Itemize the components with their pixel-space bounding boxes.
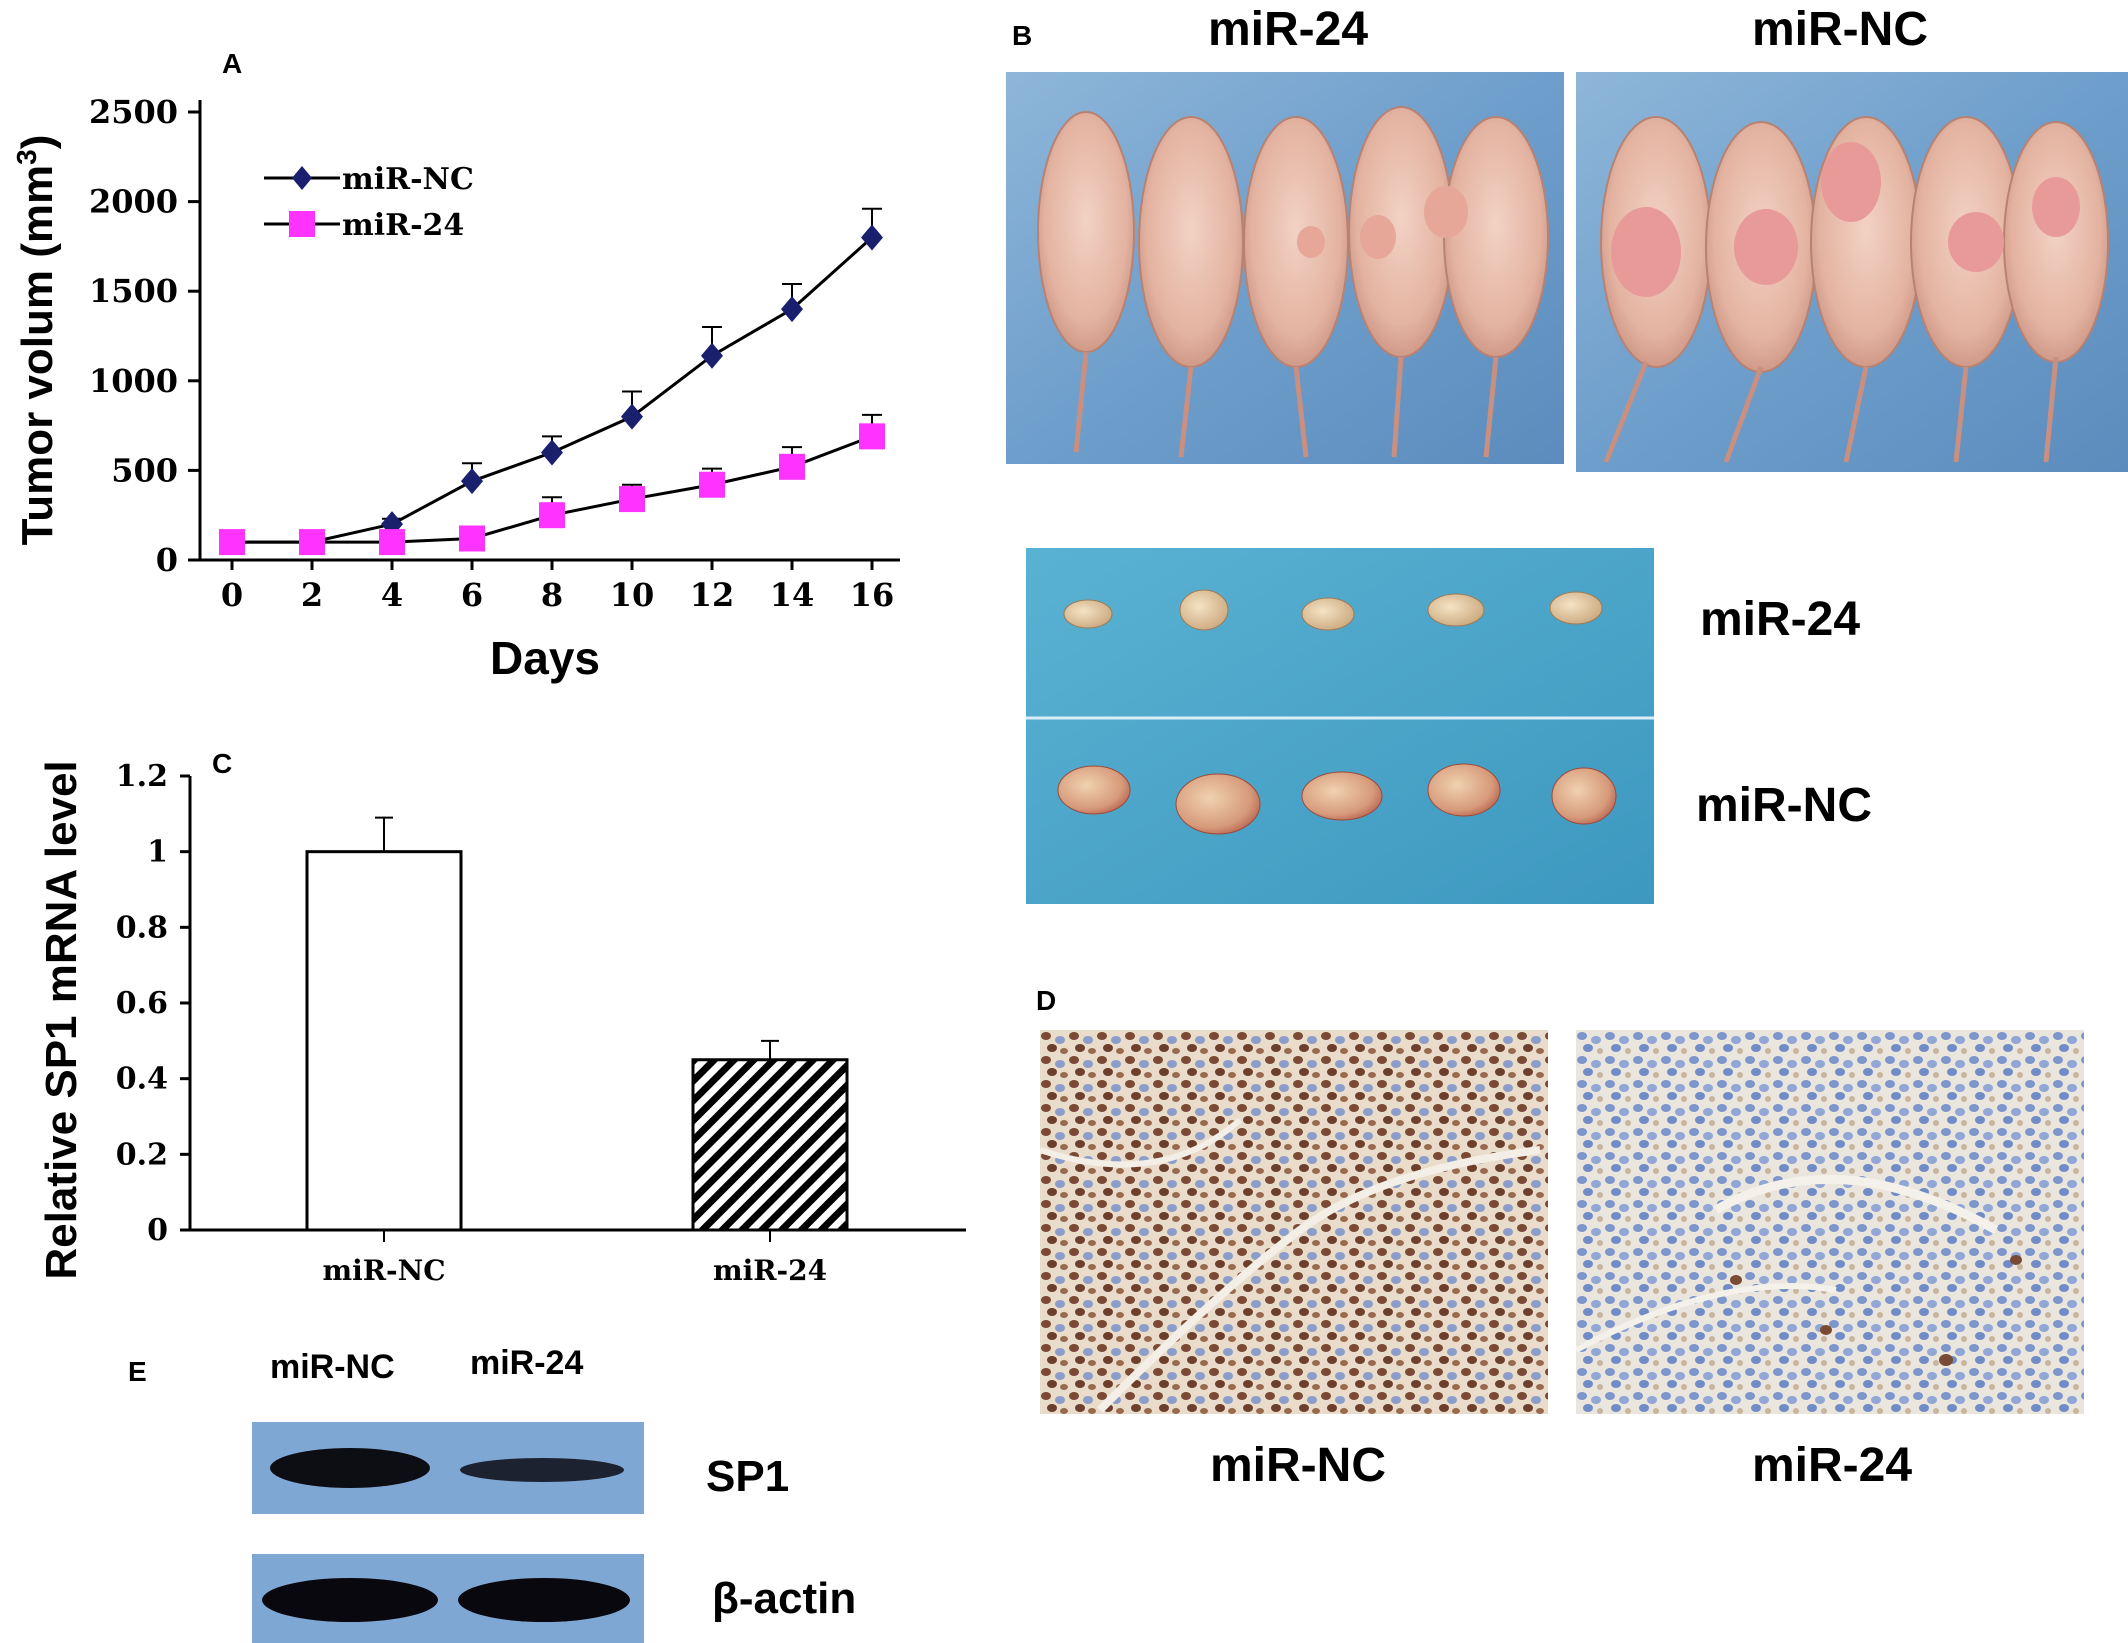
y-tick-label: 0.8 — [116, 910, 168, 945]
excised-tumors-photo — [1026, 548, 1654, 904]
y-tick-label: 0.6 — [116, 986, 168, 1021]
panel-letter-e: E — [128, 1356, 147, 1387]
x-tick-label: 14 — [770, 576, 815, 614]
x-tick-label: 2 — [301, 576, 323, 614]
y-axis-label: Relative SP1 mRNA level — [37, 760, 86, 1279]
mice-left-label: miR-24 — [1208, 3, 1369, 56]
panel-letter-a: A — [222, 48, 243, 79]
bar-miR-24 — [691, 1058, 849, 1232]
y-tick-label: 1500 — [89, 272, 178, 310]
y-tick-label: 0.2 — [116, 1137, 168, 1172]
y-tick-label: 500 — [111, 451, 178, 489]
ihc-left-label: miR-NC — [1210, 1439, 1386, 1492]
mice-photo-mirnc — [1576, 72, 2128, 472]
y-tick-label: 1 — [147, 835, 168, 870]
y-tick-label: 0 — [147, 1213, 168, 1248]
x-tick-label: 4 — [381, 576, 403, 614]
y-tick-label: 1000 — [89, 362, 178, 400]
data-point-miR-NC — [781, 296, 803, 323]
data-point-miR-24 — [379, 529, 405, 556]
ihc-right-label: miR-24 — [1752, 1439, 1913, 1492]
ihc-image-mir24 — [1576, 1030, 2084, 1414]
panel-letter-d: D — [1036, 985, 1057, 1016]
bar-miR-NC — [305, 850, 463, 1232]
y-tick-label: 2500 — [89, 93, 178, 131]
data-point-miR-24 — [779, 453, 805, 480]
mice-right-label: miR-NC — [1752, 3, 1928, 56]
y-tick-label: 1.2 — [116, 759, 168, 794]
blot-lane1-label: miR-NC — [270, 1348, 395, 1386]
x-tick-label: 12 — [690, 576, 735, 614]
x-tick-label: 6 — [461, 576, 483, 614]
data-point-miR-24 — [459, 525, 485, 552]
mouse-figure — [1037, 106, 1549, 368]
data-point-miR-NC — [541, 439, 563, 466]
tumor-row-mirnc — [1057, 763, 1617, 835]
legend-marker — [292, 166, 312, 190]
western-blot-actin — [252, 1554, 644, 1643]
panel-letter-b: B — [1012, 20, 1033, 51]
sp1-mrna-bar-chart: 0 0.2 0.4 0.6 0.8 1 1.2 miR-NC miR-24 Relative SP… — [37, 759, 966, 1287]
tumor-row1-label: miR-24 — [1700, 593, 1861, 646]
western-blot-sp1 — [252, 1422, 644, 1514]
data-point-miR-NC — [381, 511, 403, 538]
y-tick-label: 0.4 — [116, 1062, 168, 1097]
data-point-miR-24 — [299, 529, 325, 556]
blot-lane2-label: miR-24 — [470, 1344, 584, 1382]
tumor-row-mir24 — [1063, 589, 1603, 631]
legend-label: miR-24 — [342, 208, 464, 243]
ihc-image-mirnc — [1040, 1030, 1548, 1414]
blot-band1-label: SP1 — [706, 1452, 790, 1501]
data-point-miR-24 — [619, 486, 645, 513]
tumor-volume-line-chart: 0 500 1000 1500 2000 2500 0 2 4 6 8 10 12 14 16 Days Tum… — [11, 93, 900, 684]
legend-label: miR-NC — [342, 162, 474, 197]
blot-band2-label: β-actin — [712, 1574, 857, 1623]
x-tick-label: miR-NC — [322, 1254, 445, 1287]
data-point-miR-24 — [539, 502, 565, 529]
data-point-miR-24 — [859, 423, 885, 450]
data-point-miR-24 — [219, 529, 245, 556]
x-tick-label: 8 — [541, 576, 563, 614]
x-tick-label: miR-24 — [713, 1254, 827, 1287]
x-tick-label: 0 — [221, 576, 243, 614]
data-point-miR-NC — [701, 342, 723, 369]
y-tick-label: 2000 — [89, 183, 178, 221]
y-tick-label: 0 — [156, 541, 178, 579]
x-tick-label: 10 — [610, 576, 655, 614]
mice-photo-mir24 — [1006, 72, 1564, 464]
x-axis-label: Days — [490, 632, 600, 684]
tumor-row2-label: miR-NC — [1696, 779, 1872, 832]
y-axis-label: Tumor volum (mm3) — [11, 135, 62, 546]
data-point-miR-NC — [461, 468, 483, 495]
data-point-miR-NC — [861, 224, 883, 251]
legend-marker — [289, 211, 315, 237]
x-tick-label: 16 — [850, 576, 895, 614]
panel-letter-c: C — [212, 748, 233, 779]
data-point-miR-24 — [699, 471, 725, 498]
data-point-miR-NC — [621, 403, 643, 430]
